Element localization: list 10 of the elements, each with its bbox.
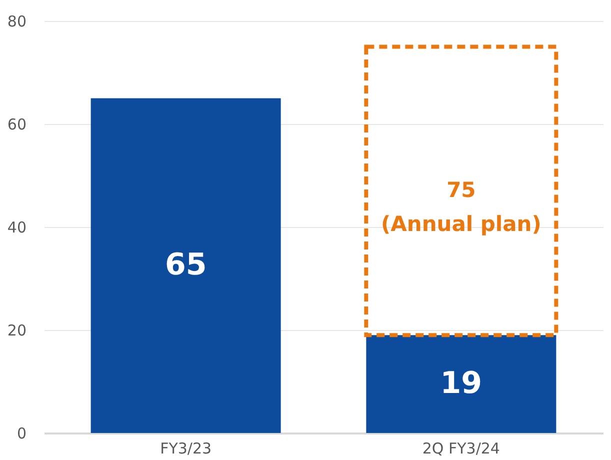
data-label: 19 xyxy=(440,366,482,402)
annotation: 75 (Annual plan) xyxy=(381,178,542,236)
y-tick-label: 80 xyxy=(7,12,26,30)
x-tick-label: FY3/23 xyxy=(160,440,212,458)
y-tick-label: 20 xyxy=(7,322,26,340)
y-tick-label: 60 xyxy=(7,116,26,134)
x-tick-label: 2Q FY3/24 xyxy=(422,440,500,458)
data-label: 65 xyxy=(164,248,207,283)
y-tick-label: 40 xyxy=(7,218,26,236)
y-tick-label: 0 xyxy=(16,424,26,442)
